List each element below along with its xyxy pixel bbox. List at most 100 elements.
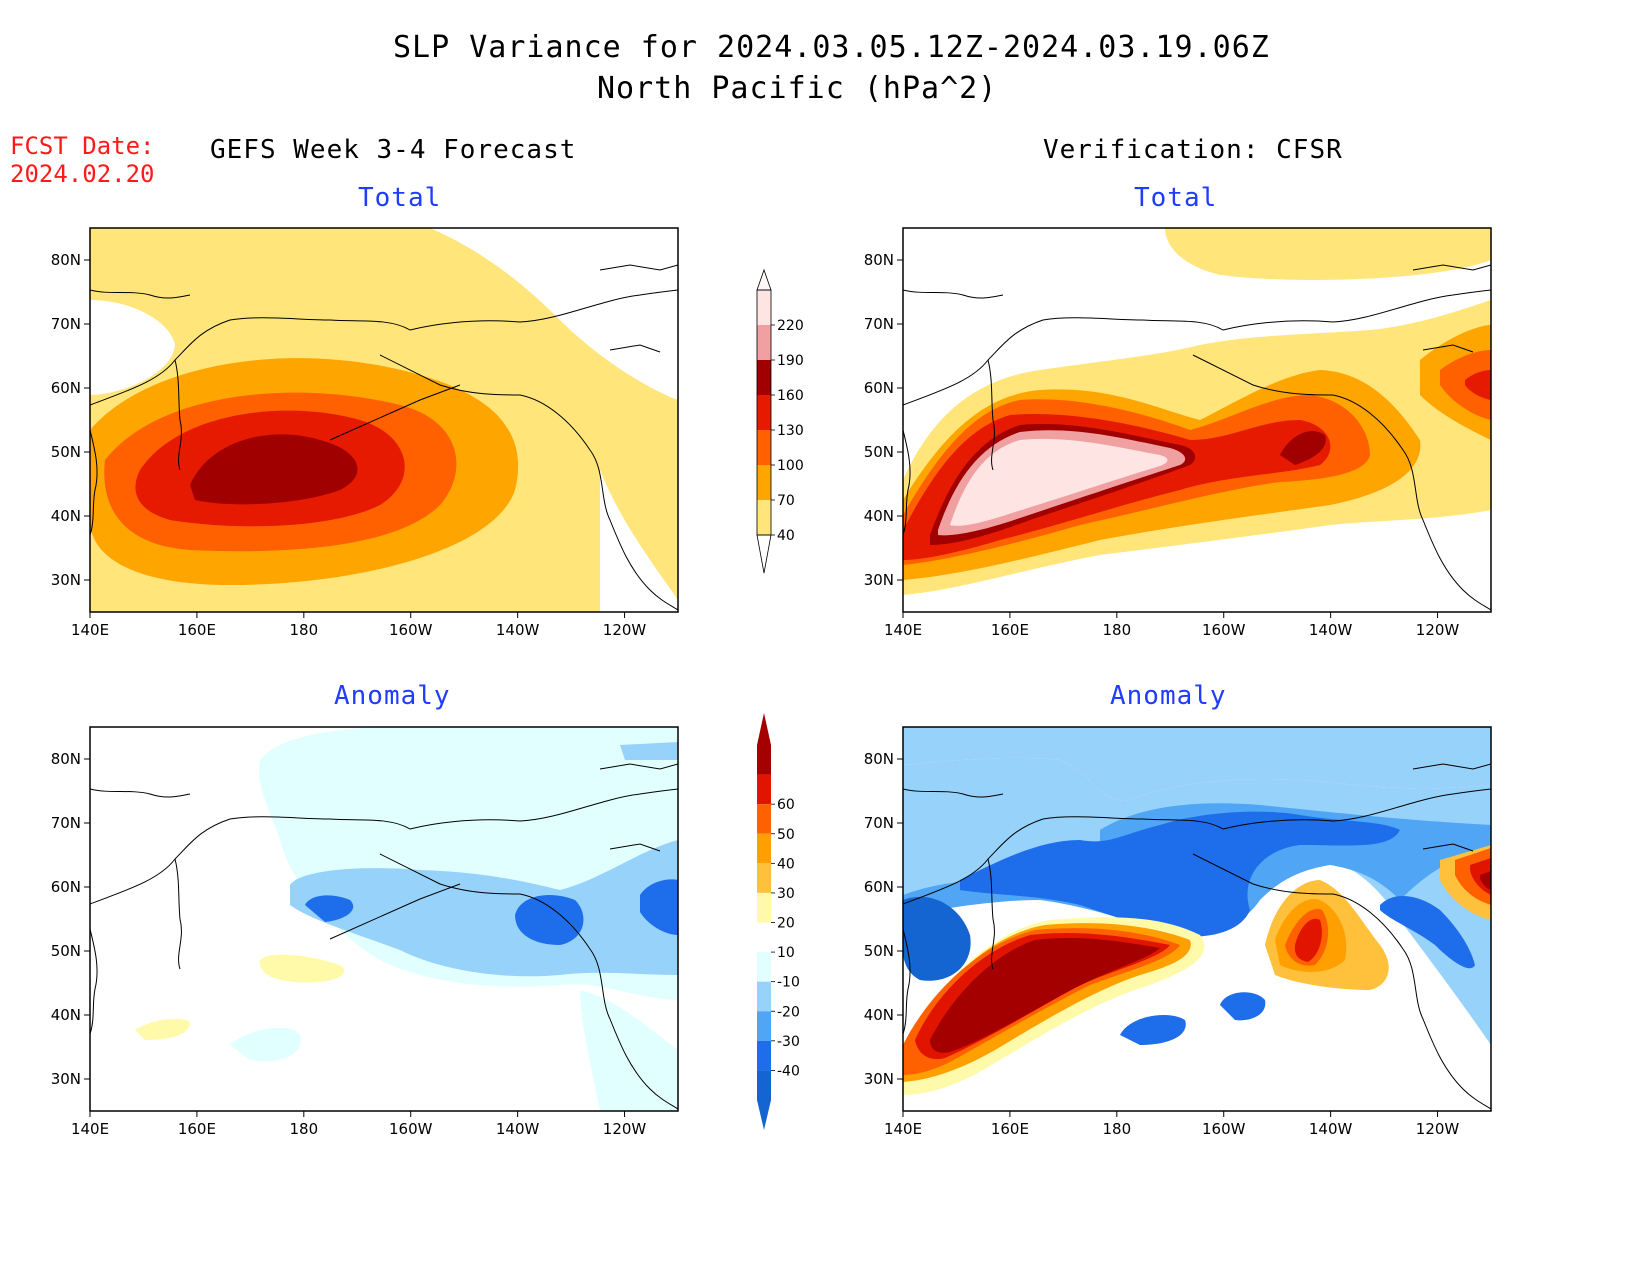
lon-tick-label: 160W (1202, 621, 1246, 639)
colorbar-low-triangle (757, 1100, 771, 1130)
colorbar-anomaly: -40 -30 -20 -10 10 20 30 40 50 60 (757, 713, 800, 1130)
forecast-date-label: FCST Date: (10, 132, 155, 160)
colorbar-label: -10 (777, 975, 800, 991)
colorbar-swatch (757, 833, 771, 864)
lon-tick-label: 160E (178, 621, 216, 639)
lon-tick-label: 160E (991, 621, 1029, 639)
colorbar-label: 30 (777, 886, 795, 902)
colorbar-swatch (757, 500, 771, 535)
column-heading-verification: Verification: CFSR (1043, 135, 1343, 165)
axes-layer: 140E 160E 180 160W 140W 120W 80N 70N 60N 50N 40N 30… (51, 251, 1460, 1138)
lat-tick-label: 80N (864, 750, 894, 768)
lat-tick-label: 80N (51, 251, 81, 269)
lon-tick-label: 180 (289, 621, 318, 639)
colorbar-swatch (757, 1011, 771, 1041)
lon-tick-label: 140W (496, 1120, 540, 1138)
lon-tick-label: 160W (1202, 1120, 1246, 1138)
lon-tick-label: 160E (991, 1120, 1029, 1138)
colorbar-swatch (757, 290, 771, 325)
lon-tick-label: 140W (1309, 1120, 1353, 1138)
lat-tick-label: 70N (864, 814, 894, 832)
map-frame-forecast-total (89, 227, 679, 613)
colorbar-label: -40 (777, 1063, 800, 1079)
colorbar-swatch (757, 465, 771, 500)
lon-tick-label: 180 (289, 1120, 318, 1138)
colorbar-swatch (757, 395, 771, 430)
lon-tick-label: 140E (71, 1120, 109, 1138)
lat-tick-label: 50N (51, 942, 81, 960)
lat-tick-label: 60N (864, 379, 894, 397)
lon-tick-label: 180 (1102, 1120, 1131, 1138)
map-panel-forecast-anomaly (90, 727, 678, 1111)
lat-tick-label: 70N (51, 814, 81, 832)
colorbar-swatch (757, 360, 771, 395)
colorbar-label: 40 (777, 856, 795, 872)
colorbar-label: 70 (777, 493, 795, 509)
panel-subtitle-forecast-anomaly: Anomaly (334, 681, 451, 711)
map-frame-verification-anomaly (902, 726, 1492, 1112)
lat-tick-label: 60N (51, 878, 81, 896)
lat-tick-label: 60N (51, 379, 81, 397)
lat-tick-label: 30N (864, 1070, 894, 1088)
map-panel-verification-total (903, 228, 1491, 612)
chart-title-line2: North Pacific (hPa^2) (597, 71, 998, 106)
lat-tick-label: 40N (51, 1006, 81, 1024)
panel-subtitle-verification-anomaly: Anomaly (1110, 681, 1227, 711)
lat-tick-label: 40N (51, 507, 81, 525)
lat-tick-label: 40N (864, 507, 894, 525)
map-frame-verification-total (902, 227, 1492, 613)
lat-tick-label: 40N (864, 1006, 894, 1024)
map-panel-forecast-total (90, 228, 678, 612)
colorbar-swatch (757, 325, 771, 360)
colorbar-frame (756, 289, 772, 536)
panel-subtitle-forecast-total: Total (358, 183, 442, 213)
colorbar-swatch (757, 922, 771, 953)
map-panel-verification-anomaly (903, 727, 1491, 1111)
colorbar-high-triangle (757, 713, 771, 745)
colorbar-swatch (757, 774, 771, 805)
lat-tick-label: 30N (51, 1070, 81, 1088)
colorbar-swatch (757, 981, 771, 1012)
colorbar-label: 20 (777, 916, 795, 932)
colorbar-total: 40 70 100 130 160 190 220 (756, 268, 804, 574)
colorbar-label: 220 (777, 318, 804, 334)
colorbar-swatch (757, 863, 771, 893)
colorbar-high-triangle (756, 268, 772, 291)
lat-tick-label: 50N (864, 443, 894, 461)
colorbar-swatch (757, 1070, 771, 1100)
colorbar-swatch (757, 952, 771, 982)
map-frame-forecast-anomaly (89, 726, 679, 1112)
lon-tick-label: 160W (389, 621, 433, 639)
colorbar-label: 40 (777, 528, 795, 544)
lat-tick-label: 80N (864, 251, 894, 269)
lat-tick-label: 50N (51, 443, 81, 461)
lon-tick-label: 140W (1309, 621, 1353, 639)
column-heading-forecast: GEFS Week 3-4 Forecast (210, 135, 577, 165)
lat-tick-label: 30N (51, 571, 81, 589)
lat-tick-label: 70N (51, 315, 81, 333)
colorbar-label: -30 (777, 1034, 800, 1050)
colorbar-swatch (757, 892, 771, 923)
colorbar-label: 160 (777, 388, 804, 404)
lon-tick-label: 140E (884, 1120, 922, 1138)
lat-tick-label: 30N (864, 571, 894, 589)
colorbar-label: 190 (777, 353, 804, 369)
lon-tick-label: 120W (603, 1120, 647, 1138)
colorbar-swatch (757, 804, 771, 834)
colorbar-label: 10 (777, 945, 795, 961)
colorbar-swatch (757, 430, 771, 465)
colorbar-label: -20 (777, 1004, 800, 1020)
colorbar-label: 100 (777, 458, 804, 474)
lon-tick-label: 140E (71, 621, 109, 639)
colorbar-label: 130 (777, 423, 804, 439)
lat-tick-label: 70N (864, 315, 894, 333)
chart-title-line1: SLP Variance for 2024.03.05.12Z-2024.03.… (393, 30, 1270, 65)
colorbar-label: 50 (777, 827, 795, 843)
colorbar-swatch (757, 745, 771, 775)
colorbar-label: 60 (777, 797, 795, 813)
lon-tick-label: 120W (603, 621, 647, 639)
lat-tick-label: 50N (864, 942, 894, 960)
lat-tick-label: 60N (864, 878, 894, 896)
lon-tick-label: 180 (1102, 621, 1131, 639)
